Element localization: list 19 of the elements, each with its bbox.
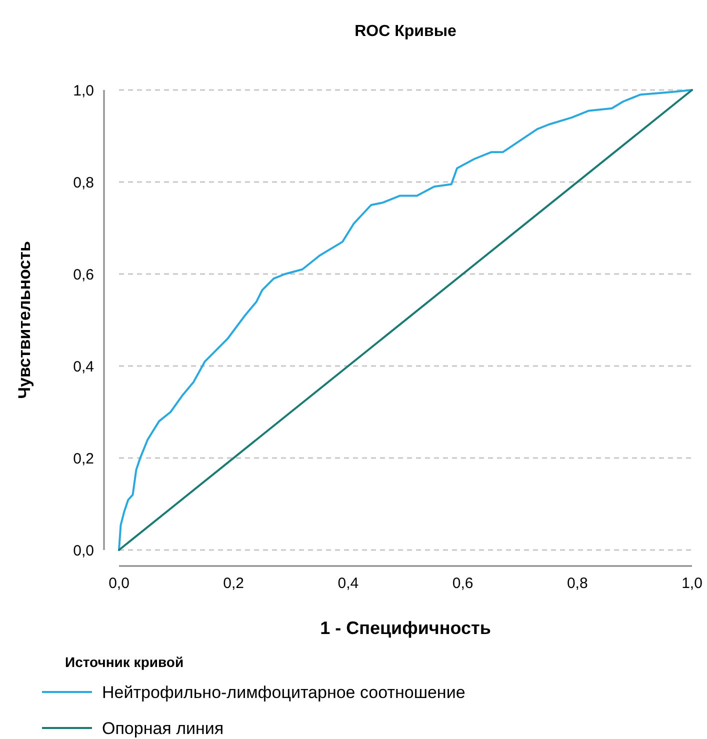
y-tick-label: 0,4 xyxy=(73,358,94,376)
x-axis-title: 1 - Специфичность xyxy=(320,618,491,638)
y-tick-label: 0,0 xyxy=(73,542,94,560)
line-series xyxy=(118,89,693,551)
y-axis-title: Чувствительность xyxy=(15,241,34,399)
y-tick-label: 1,0 xyxy=(73,82,94,100)
legend-title: Источник кривой xyxy=(65,654,184,670)
x-tick-label: 0,8 xyxy=(566,575,588,592)
x-tick-label: 0,4 xyxy=(338,575,359,592)
legend-label: Нейтрофильно-лимфоцитарное соотношение xyxy=(102,682,466,702)
x-tick-label: 0,6 xyxy=(452,575,474,592)
chart-title: ROC Кривые xyxy=(354,23,456,40)
y-tick-label: 0,2 xyxy=(73,450,94,468)
x-tick-label: 1,0 xyxy=(682,575,702,592)
x-tick-label: 0,2 xyxy=(223,575,244,592)
x-tick-label: 0,0 xyxy=(108,575,130,592)
y-tick-label: 0,8 xyxy=(73,174,94,192)
legend-label: Опорная линия xyxy=(102,718,224,738)
y-tick-label: 0,6 xyxy=(73,266,94,284)
